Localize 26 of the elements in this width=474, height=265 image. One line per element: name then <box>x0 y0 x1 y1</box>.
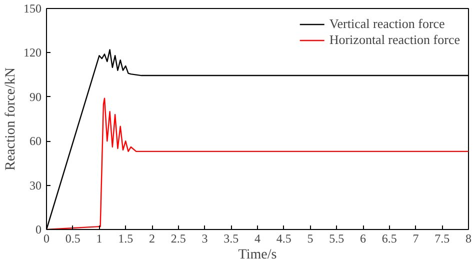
x-tick-label: 6 <box>360 232 366 246</box>
x-tick-label: 2 <box>149 232 155 246</box>
y-tick-label: 0 <box>36 222 42 236</box>
x-tick-label: 6.5 <box>382 232 397 246</box>
x-tick-label: 4.5 <box>276 232 292 246</box>
x-tick-label: 0.5 <box>65 232 80 246</box>
x-tick-label: 3 <box>202 232 208 246</box>
x-tick-label: 5.5 <box>329 232 344 246</box>
x-tick-label: 7.5 <box>434 232 450 246</box>
x-tick-label: 3.5 <box>224 232 239 246</box>
x-axis-title: Time/s <box>238 248 277 262</box>
legend-label: Horizontal reaction force <box>329 32 460 48</box>
x-tick-label: 1.5 <box>118 232 134 246</box>
x-tick-label: 8 <box>466 232 472 246</box>
x-tick-label: 4 <box>254 232 260 246</box>
x-tick-label: 2.5 <box>170 232 186 246</box>
x-tick-label: 5 <box>307 232 314 246</box>
y-tick-label: 90 <box>30 90 42 104</box>
y-tick-label: 30 <box>30 178 42 192</box>
legend-label: Vertical reaction force <box>329 16 445 32</box>
y-tick-label: 150 <box>24 2 42 16</box>
y-tick-label: 60 <box>30 134 42 148</box>
x-tick-label: 1 <box>96 232 102 246</box>
x-tick-label: 7 <box>412 232 419 246</box>
y-tick-label: 120 <box>24 46 42 60</box>
y-axis-title: Reaction force/kN <box>4 67 18 171</box>
